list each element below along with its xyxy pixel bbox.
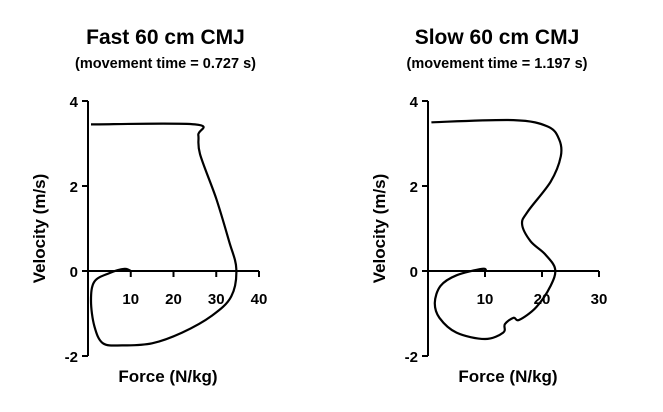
y-tick-label: 2: [410, 179, 418, 196]
y-axis-label: Velocity (m/s): [30, 174, 49, 284]
y-tick-label: -2: [405, 349, 418, 366]
chart-subtitle: (movement time = 1.197 s): [406, 56, 588, 72]
force-velocity-chart-fast: -2 0 2 4 10 20 30 40 Force (N/kg) Velocity (m/s): [30, 94, 268, 386]
y-tick-label: 4: [410, 94, 419, 111]
chart-title: Fast 60 cm CMJ: [86, 26, 245, 49]
x-axis-label: Force (N/kg): [458, 367, 557, 386]
y-tick-label: 0: [70, 264, 78, 281]
force-velocity-curve: [89, 122, 238, 347]
x-axis-label: Force (N/kg): [118, 367, 217, 386]
y-tick-label: 2: [70, 179, 78, 196]
x-tick-label: 40: [251, 291, 268, 308]
chart-subtitle: (movement time = 0.727 s): [75, 56, 256, 72]
chart-panel-fast: Fast 60 cm CMJ (movement time = 0.727 s)…: [0, 0, 331, 412]
force-velocity-curve: [431, 118, 563, 341]
chart-title: Slow 60 cm CMJ: [414, 26, 580, 49]
y-tick-label: 0: [410, 264, 418, 281]
x-tick-label: 20: [165, 291, 182, 308]
y-axis-label: Velocity (m/s): [370, 174, 389, 284]
x-tick-label: 30: [591, 291, 608, 308]
chart-panel-slow: Slow 60 cm CMJ (movement time = 1.197 s)…: [331, 0, 663, 412]
y-tick-label: 4: [70, 94, 79, 111]
y-tick-label: -2: [65, 349, 78, 366]
x-tick-label: 30: [208, 291, 225, 308]
x-tick-label: 10: [122, 291, 139, 308]
x-tick-label: 10: [477, 291, 494, 308]
